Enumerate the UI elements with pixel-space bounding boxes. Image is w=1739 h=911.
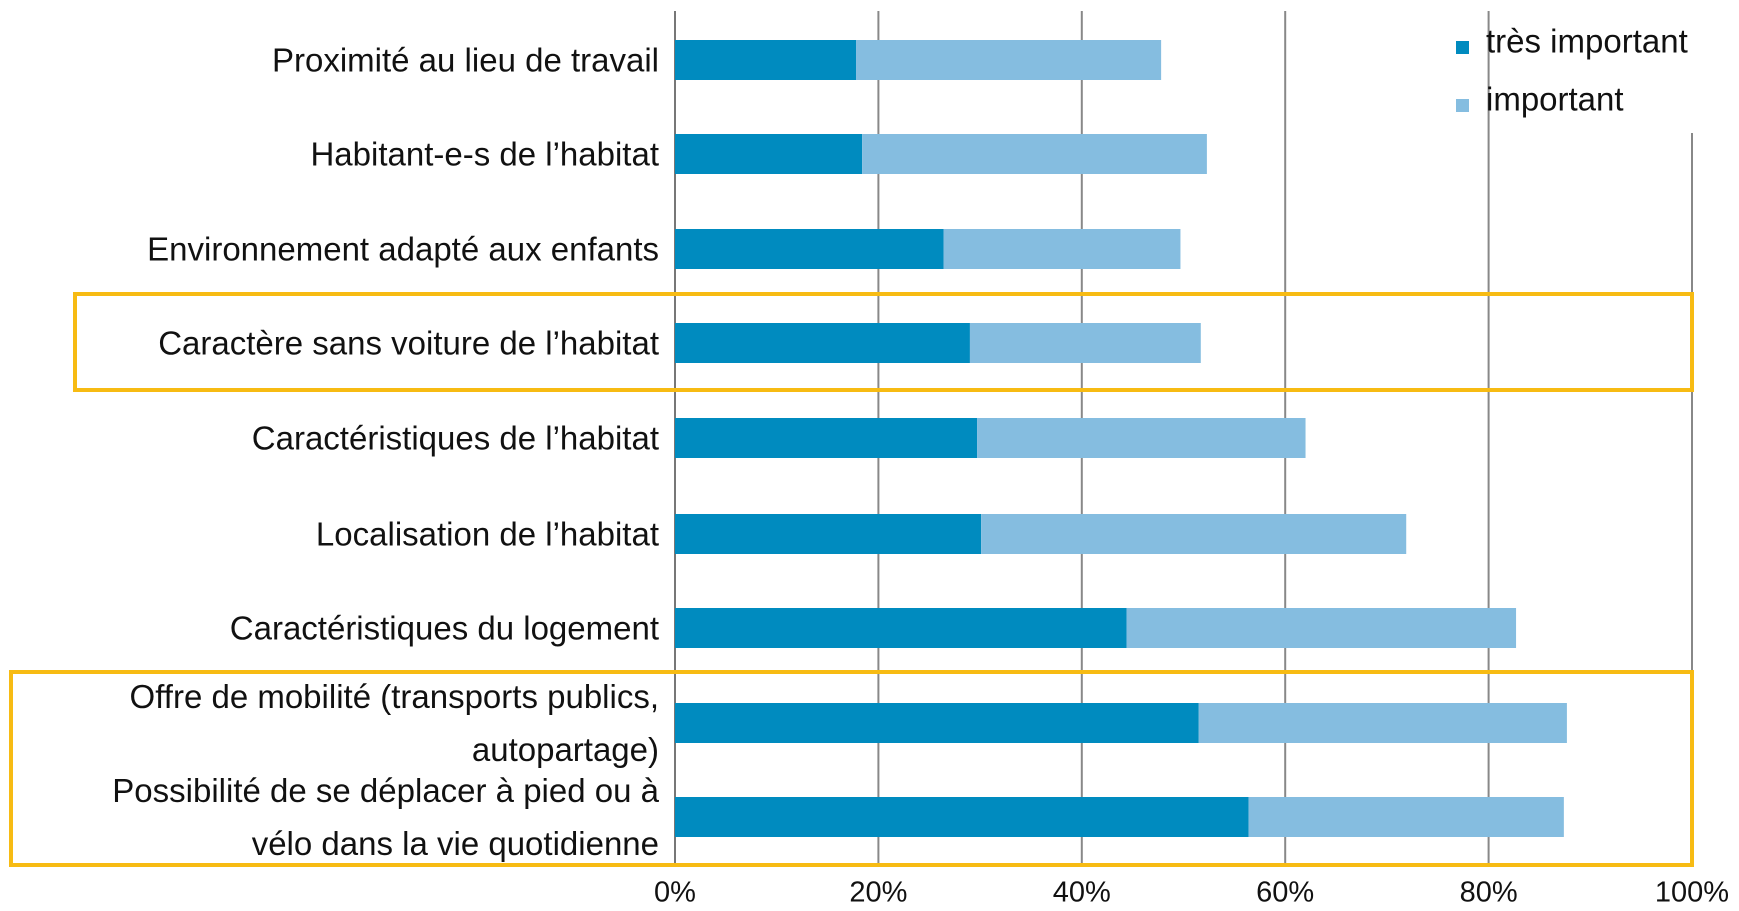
bar-segment xyxy=(675,229,944,269)
category-label: Possibilité de se déplacer à pied ou à v… xyxy=(112,772,659,862)
category-label: Caractère sans voiture de l’habitat xyxy=(158,324,659,362)
x-tick-label: 20% xyxy=(849,877,907,909)
legend-label: très important xyxy=(1486,23,1688,60)
bar-segment xyxy=(675,608,1127,648)
bar-segment xyxy=(675,703,1199,743)
x-tick-label: 0% xyxy=(654,877,696,909)
bar-segment xyxy=(969,323,1201,363)
category-label: Offre de mobilité (transports publics, a… xyxy=(129,678,659,768)
x-tick-label: 100% xyxy=(1655,877,1729,909)
x-tick-label: 60% xyxy=(1256,877,1314,909)
x-tick-label: 80% xyxy=(1460,877,1518,909)
bar-segment xyxy=(675,40,857,80)
bar-segment xyxy=(1198,703,1567,743)
category-label: Environnement adapté aux enfants xyxy=(147,230,659,268)
bar-segment xyxy=(1248,797,1564,837)
x-tick-label: 40% xyxy=(1053,877,1111,909)
bar-segment xyxy=(675,797,1249,837)
category-label: Caractéristiques du logement xyxy=(229,609,659,647)
bar-segment xyxy=(675,134,863,174)
bar-segment xyxy=(862,134,1207,174)
bar-segment xyxy=(981,514,1407,554)
bar-segment xyxy=(675,323,970,363)
legend-label: important xyxy=(1486,81,1624,118)
category-label: Caractéristiques de l’habitat xyxy=(251,419,659,457)
bar-segment xyxy=(675,418,978,458)
category-label: Localisation de l’habitat xyxy=(315,515,659,553)
bar-segment xyxy=(675,514,982,554)
legend-swatch xyxy=(1456,41,1469,54)
category-label: Proximité au lieu de travail xyxy=(271,41,659,79)
bar-segment xyxy=(943,229,1181,269)
bar-segment xyxy=(856,40,1162,80)
category-label: Habitant-e-s de l’habitat xyxy=(310,135,659,173)
highlight-box xyxy=(9,670,1694,867)
highlight-box xyxy=(73,292,1694,392)
bar-segment xyxy=(1126,608,1517,648)
legend-swatch xyxy=(1456,99,1469,112)
bar-segment xyxy=(977,418,1306,458)
